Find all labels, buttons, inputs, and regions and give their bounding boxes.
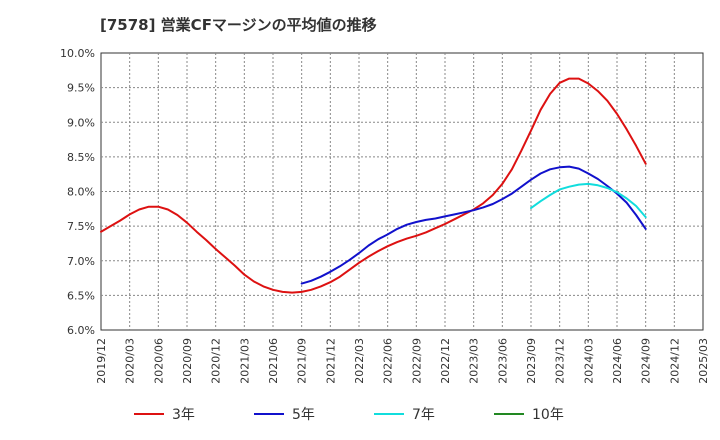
x-tick-label: 2022/12 [439, 338, 452, 384]
x-tick-label: 2020/09 [181, 338, 194, 384]
y-tick-label: 8.0% [67, 186, 95, 199]
grid [100, 52, 704, 331]
x-tick-label: 2024/09 [640, 338, 653, 384]
x-tick-label: 2023/06 [496, 338, 509, 384]
x-tick-label: 2022/06 [382, 338, 395, 384]
chart-title: [7578] 営業CFマージンの平均値の推移 [100, 16, 377, 34]
x-tick-label: 2023/09 [525, 338, 538, 384]
x-tick-label: 2024/06 [611, 338, 624, 384]
y-axis-ticks: 10.0% 9.5% 9.0% 8.5% 8.0% 7.5% 7.0% 6.5% 6.0% [60, 47, 95, 337]
x-tick-label: 2021/12 [324, 338, 337, 384]
x-tick-label: 2023/03 [468, 338, 481, 384]
x-tick-label: 2020/06 [152, 338, 165, 384]
x-tick-label: 2022/09 [410, 338, 423, 384]
y-tick-label: 8.5% [67, 151, 95, 164]
x-tick-label: 2022/03 [353, 338, 366, 384]
x-axis-ticks: 2019/12 2020/03 2020/06 2020/09 2020/12 2021/… [95, 338, 710, 384]
x-tick-label: 2025/03 [697, 338, 710, 384]
legend-label-10年: 10年 [532, 407, 564, 423]
y-tick-label: 6.0% [67, 324, 95, 337]
x-tick-label: 2024/03 [582, 338, 595, 384]
series-line-7年 [530, 182, 647, 219]
legend: 3年 5年 7年 10年 [134, 407, 564, 423]
x-tick-label: 2021/06 [267, 338, 280, 384]
legend-label-7年: 7年 [412, 407, 435, 423]
x-tick-label: 2019/12 [95, 338, 108, 384]
x-tick-label: 2021/03 [238, 338, 251, 384]
series-line-3年 [100, 77, 647, 294]
x-tick-label: 2024/12 [668, 338, 681, 384]
y-tick-label: 9.0% [67, 116, 95, 129]
x-tick-label: 2021/09 [296, 338, 309, 384]
legend-label-5年: 5年 [292, 407, 315, 423]
series-lines [100, 77, 647, 294]
series-line-5年 [300, 165, 647, 285]
y-tick-label: 7.0% [67, 255, 95, 268]
y-tick-label: 10.0% [60, 47, 95, 60]
x-tick-label: 2020/03 [124, 338, 137, 384]
y-tick-label: 7.5% [67, 220, 95, 233]
y-tick-label: 6.5% [67, 289, 95, 302]
x-tick-label: 2020/12 [210, 338, 223, 384]
x-tick-label: 2023/12 [554, 338, 567, 384]
y-tick-label: 9.5% [67, 82, 95, 95]
legend-label-3年: 3年 [172, 407, 195, 423]
